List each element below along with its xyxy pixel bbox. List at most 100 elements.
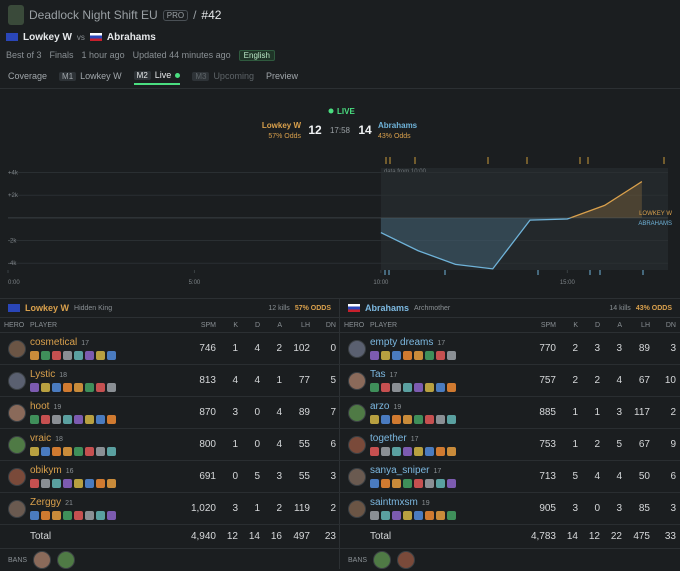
- team-name[interactable]: Lowkey W: [25, 303, 70, 313]
- player-name[interactable]: sanya_sniper: [370, 465, 430, 476]
- stat: 6: [654, 460, 680, 493]
- team-name[interactable]: Abrahams: [365, 303, 410, 313]
- stat: 4: [604, 460, 626, 493]
- player-level: 17: [437, 340, 446, 347]
- item-icon: [41, 479, 50, 488]
- player-row[interactable]: Lystic 18 813 4 4 1 77 5: [0, 364, 340, 397]
- player-name[interactable]: Tas: [370, 369, 386, 380]
- player-name[interactable]: empty dreams: [370, 337, 434, 348]
- live-dot: [175, 72, 181, 78]
- player-row[interactable]: Tas 17 757 2 2 4 67 10: [340, 364, 680, 397]
- stat: 885: [514, 396, 560, 429]
- item-icon: [41, 415, 50, 424]
- item-icon: [447, 511, 456, 520]
- stat: 2: [560, 332, 582, 365]
- scoreboards: Lowkey W Hidden King 12 kills 57% ODDS HERO P…: [0, 298, 680, 569]
- player-name[interactable]: Zerggy: [30, 497, 62, 508]
- player-cell: saintmxsm 19: [366, 492, 514, 525]
- stat: 1: [220, 332, 242, 365]
- player-cell: Zerggy 21: [26, 492, 174, 525]
- player-name[interactable]: Lystic: [30, 369, 56, 380]
- stat: 905: [514, 492, 560, 525]
- player-line: Zerggy 21: [30, 497, 170, 508]
- stat: 67: [626, 428, 654, 461]
- total-stat: 33: [654, 524, 680, 549]
- divider: [0, 88, 680, 89]
- hero-cell: [0, 428, 26, 461]
- player-level: 17: [433, 468, 442, 475]
- stat: 2: [264, 492, 286, 525]
- player-row[interactable]: arzo 19 885 1 1 3 117 2: [340, 396, 680, 429]
- stat: 813: [174, 364, 220, 397]
- hero-avatar: [348, 339, 366, 358]
- team-name[interactable]: Abrahams: [106, 31, 156, 43]
- player-cell: arzo 19: [366, 396, 514, 429]
- item-icon: [107, 447, 116, 456]
- team2-odds: 43% Odds: [378, 133, 411, 140]
- stat: 0: [314, 332, 340, 365]
- stat: 757: [514, 364, 560, 397]
- player-name[interactable]: vraic: [30, 433, 52, 444]
- bans: BANS: [0, 549, 339, 571]
- player-row[interactable]: obikym 16 691 0 5 3 55 3: [0, 460, 340, 493]
- team-name[interactable]: Lowkey W: [23, 31, 72, 43]
- player-line: sanya_sniper 17: [370, 465, 510, 476]
- x-tick-label: 10:00: [373, 280, 389, 286]
- item-icon: [41, 447, 50, 456]
- player-level: 16: [65, 468, 74, 475]
- column-header: A: [264, 318, 286, 333]
- tab[interactable]: M2 Live: [133, 67, 181, 85]
- team-header: Lowkey W Hidden King 12 kills 57% ODDS: [0, 299, 339, 318]
- total-stat: 12: [582, 524, 604, 549]
- ban-avatar: [373, 551, 392, 569]
- player-row[interactable]: together 17 753 1 2 5 67 9: [340, 428, 680, 461]
- item-icon: [436, 479, 445, 488]
- bans: BANS: [340, 549, 680, 571]
- player-name[interactable]: cosmetical: [30, 337, 78, 348]
- stat: 753: [514, 428, 560, 461]
- player-name[interactable]: saintmxsm: [370, 497, 418, 508]
- tab[interactable]: M3 Upcoming: [192, 68, 254, 84]
- player-line: vraic 18: [30, 433, 170, 444]
- stat: 1: [264, 364, 286, 397]
- item-icon: [96, 511, 105, 520]
- tab[interactable]: M1 Lowkey W: [59, 68, 122, 84]
- stat: 770: [514, 332, 560, 365]
- tab-label: Live: [154, 70, 172, 80]
- player-row[interactable]: hoot 19 870 3 0 4 89 7: [0, 396, 340, 429]
- item-icon: [381, 479, 390, 488]
- item-icon: [370, 415, 379, 424]
- stat: 0: [242, 396, 264, 429]
- item-icon: [85, 351, 94, 360]
- player-row[interactable]: saintmxsm 19 905 3 0 3 85 3: [340, 492, 680, 525]
- items: [30, 383, 170, 392]
- player-line: Lystic 18: [30, 369, 170, 380]
- player-cell: cosmetical 17: [26, 332, 174, 365]
- total-row: Total 4,783 14 12 22 475 33: [340, 524, 680, 549]
- player-name[interactable]: together: [370, 433, 407, 444]
- header-row: HERO PLAYER SPM K D A LH DN: [340, 318, 680, 333]
- item-icon: [30, 383, 39, 392]
- y-tick-label: -4k: [8, 261, 17, 267]
- total-label: Total: [366, 524, 514, 549]
- player-cell: vraic 18: [26, 428, 174, 461]
- player-row[interactable]: cosmetical 17 746 1 4 2 102 0: [0, 332, 340, 365]
- player-row[interactable]: vraic 18 800 1 0 4 55 6: [0, 428, 340, 461]
- player-name[interactable]: hoot: [30, 401, 50, 412]
- player-row[interactable]: Zerggy 21 1,020 3 1 2 119 2: [0, 492, 340, 525]
- column-header: A: [604, 318, 626, 333]
- clock: 17:58: [330, 126, 351, 135]
- language[interactable]: English: [238, 49, 275, 61]
- player-level: 18: [59, 372, 67, 379]
- player-name[interactable]: arzo: [370, 401, 390, 412]
- player-row[interactable]: empty dreams 17 770 2 3 3 89 3: [340, 332, 680, 365]
- item-icon: [436, 351, 445, 360]
- player-line: saintmxsm 19: [370, 497, 510, 508]
- player-row[interactable]: sanya_sniper 17 713 5 4 4 50 6: [340, 460, 680, 493]
- player-name[interactable]: obikym: [30, 465, 62, 476]
- hero-avatar: [8, 339, 26, 358]
- stat: 4: [242, 364, 264, 397]
- total-stat: 497: [286, 524, 314, 549]
- tab[interactable]: Coverage: [8, 68, 47, 84]
- tab[interactable]: Preview: [266, 68, 298, 84]
